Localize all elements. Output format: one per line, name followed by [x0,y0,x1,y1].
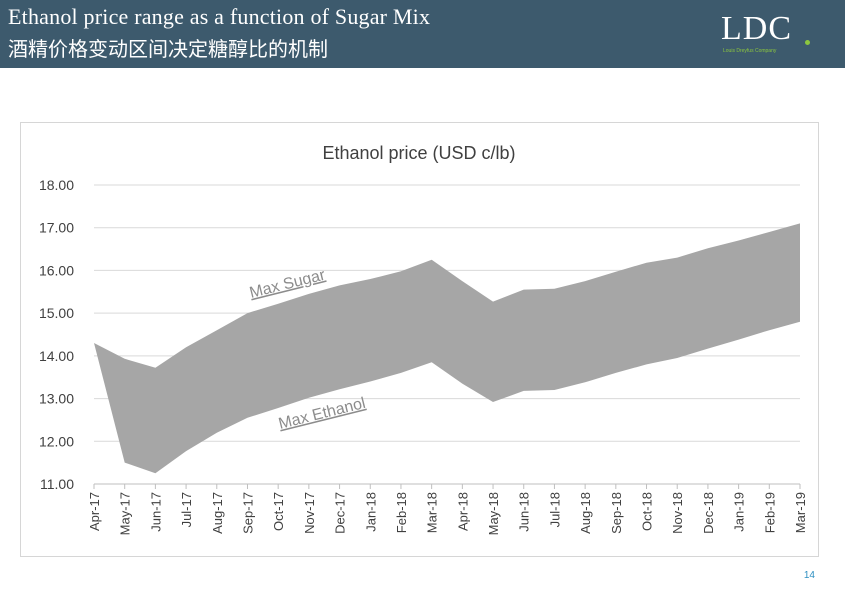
x-tick-label: Nov-18 [670,492,685,534]
page-subtitle-chinese: 酒精价格变动区间决定糖醇比的机制 [8,37,328,61]
x-tick-label: Jan-18 [363,492,378,532]
x-tick-label: Sep-17 [240,492,255,534]
chart-container: Ethanol price (USD c/lb) 11.00 12.00 13.00… [20,122,819,557]
price-range-area [94,223,800,474]
logo-text: LDC [721,10,792,47]
x-tick-label: Oct-18 [640,492,655,531]
y-tick-label: 16.00 [39,262,74,278]
header-bar: Ethanol price range as a function of Sug… [0,0,845,68]
x-tick-label: Nov-17 [302,492,317,534]
x-tick-label: Jan-19 [732,492,747,532]
chart-title: Ethanol price (USD c/lb) [322,143,515,163]
price-range-band [94,223,800,474]
x-tick-label: May-18 [486,492,501,535]
x-tick-label: Apr-18 [455,492,470,531]
logo-subtitle: Louis Dreyfus Company [723,48,777,54]
y-tick-label: 12.00 [39,433,74,449]
x-tick-label: Sep-18 [609,492,624,534]
x-tick-label: Jun-18 [517,492,532,532]
x-tick-label: Aug-17 [210,492,225,534]
page-title: Ethanol price range as a function of Sug… [8,4,431,29]
x-tick-label: Feb-19 [762,492,777,533]
y-tick-label: 18.00 [39,177,74,193]
page-number: 14 [803,570,815,581]
x-tick-label: Apr-17 [87,492,102,531]
y-axis-ticks: 11.00 12.00 13.00 14.00 15.00 16.00 17.00 18.00 [39,177,74,492]
x-tick-label: May-17 [118,492,133,535]
x-axis-ticks: Apr-17 May-17 Jun-17 Jul-17 Aug-17 Sep-17 Oct-… [87,484,808,535]
logo-dot-icon [805,40,810,45]
x-tick-label: Dec-18 [701,492,716,534]
x-tick-label: Jun-17 [148,492,163,532]
x-tick-label: Dec-17 [333,492,348,534]
x-tick-label: Mar-19 [793,492,808,533]
ethanol-price-chart: Ethanol price (USD c/lb) 11.00 12.00 13.00… [39,143,808,535]
x-tick-label: Feb-18 [394,492,409,533]
y-tick-label: 15.00 [39,305,74,321]
x-tick-label: Jul-17 [179,492,194,527]
y-tick-label: 14.00 [39,348,74,364]
y-tick-label: 17.00 [39,220,74,236]
x-tick-label: Aug-18 [578,492,593,534]
ldc-logo: LDC Louis Dreyfus Company [721,10,811,58]
x-tick-label: Jul-18 [547,492,562,527]
x-tick-label: Mar-18 [425,492,440,533]
x-tick-label: Oct-17 [271,492,286,531]
y-tick-label: 11.00 [40,476,74,492]
y-tick-label: 13.00 [39,391,74,407]
